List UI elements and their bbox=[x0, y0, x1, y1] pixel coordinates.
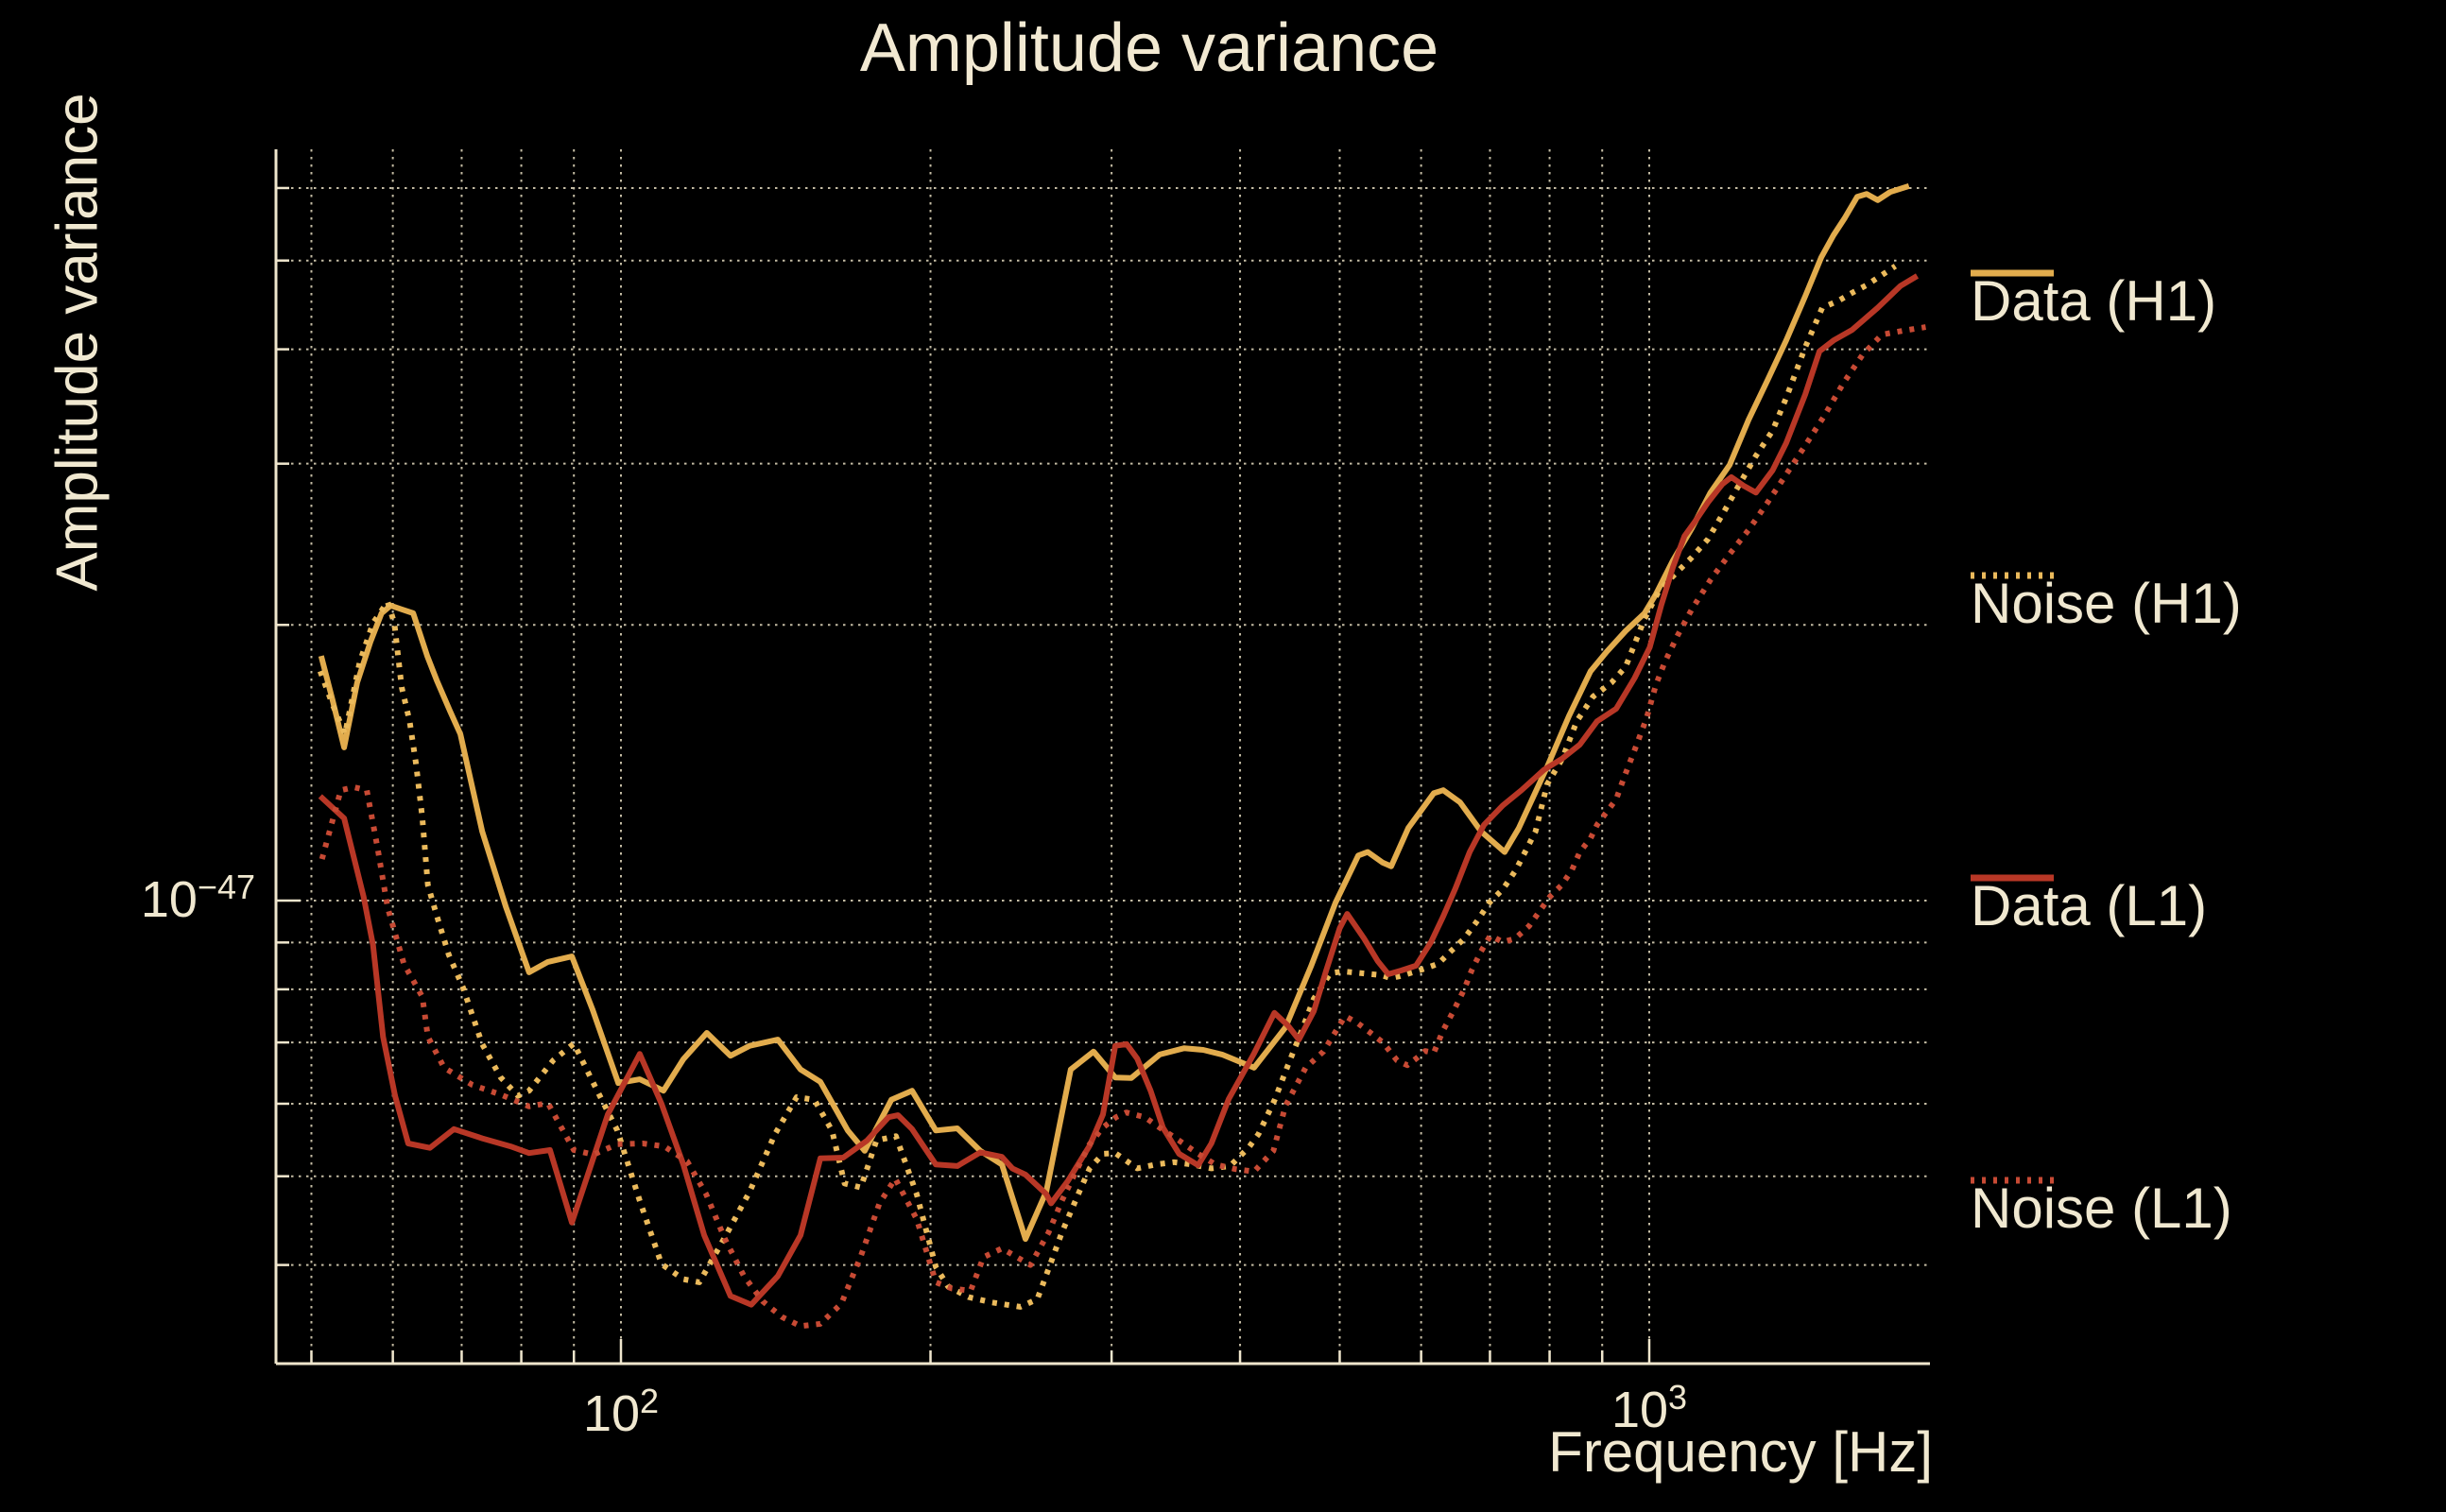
y-axis-tick-label: 10−47 bbox=[141, 868, 255, 929]
x-axis-label: Frequency [Hz] bbox=[1548, 1420, 1933, 1484]
x-axis-tick-label-1000: 103 bbox=[1611, 1378, 1687, 1439]
x-tick-base: 10 bbox=[1611, 1382, 1669, 1438]
legend-line-noise-h1 bbox=[1971, 572, 2054, 579]
legend-label-noise-l1: Noise (L1) bbox=[1971, 1176, 2232, 1240]
legend-label-data-h1: Data (H1) bbox=[1971, 268, 2217, 333]
series-line-data-h1- bbox=[318, 183, 1910, 1243]
x-axis-tick-label-100: 102 bbox=[583, 1382, 659, 1443]
gridlines bbox=[276, 149, 1930, 1364]
x-tick-base: 10 bbox=[582, 1385, 641, 1442]
x-tick-exponent: 2 bbox=[640, 1382, 660, 1420]
x-tick-exponent: 3 bbox=[1668, 1378, 1688, 1417]
legend-item-noise-h1: Noise (H1) bbox=[1971, 569, 2242, 637]
tick-marks bbox=[276, 186, 1651, 1364]
legend-line-data-h1 bbox=[1971, 269, 2054, 277]
legend-label-noise-h1: Noise (H1) bbox=[1971, 571, 2242, 635]
axes bbox=[274, 149, 1930, 1366]
legend-item-noise-l1: Noise (L1) bbox=[1971, 1174, 2232, 1242]
legend-item-data-l1: Data (L1) bbox=[1971, 871, 2207, 939]
y-axis-label: Amplitude variance bbox=[44, 93, 111, 592]
legend-line-noise-l1 bbox=[1971, 1177, 2054, 1184]
series-line-noise-h1- bbox=[317, 264, 1898, 1310]
series-line-data-l1- bbox=[318, 273, 1920, 1308]
chart-title: Amplitude variance bbox=[859, 10, 1439, 86]
legend-item-data-h1: Data (H1) bbox=[1971, 266, 2216, 335]
series-line-noise-l1- bbox=[319, 324, 1926, 1330]
series-group bbox=[317, 183, 1926, 1330]
legend-line-data-l1 bbox=[1971, 874, 2054, 882]
legend-label-data-l1: Data (L1) bbox=[1971, 873, 2208, 937]
y-tick-exponent: −47 bbox=[197, 868, 255, 906]
y-tick-base: 10 bbox=[140, 871, 198, 928]
